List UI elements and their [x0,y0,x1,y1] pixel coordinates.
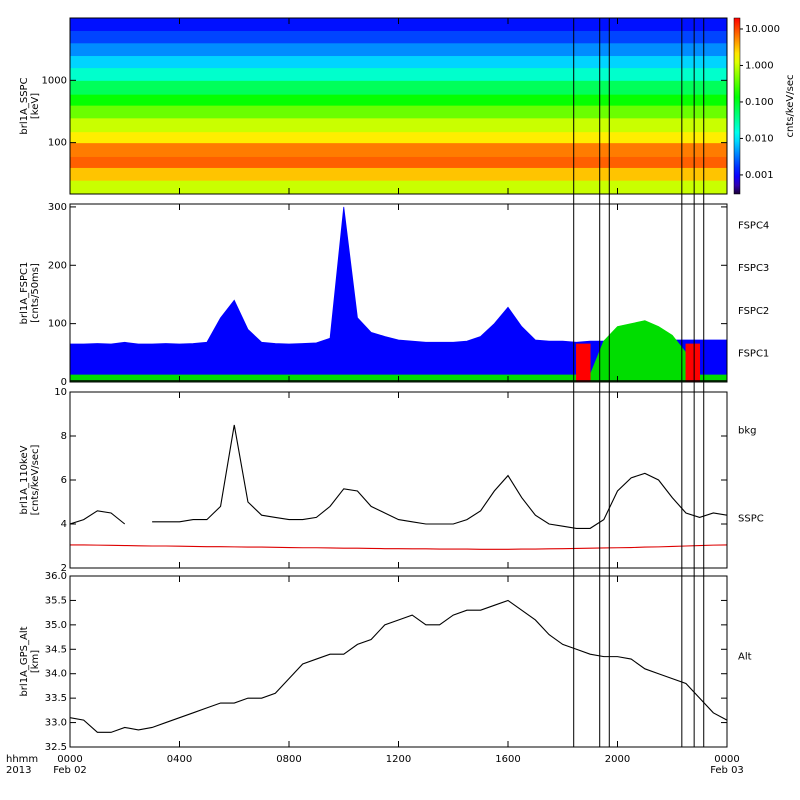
date-label: Feb 02 [53,765,87,776]
heat-cell [70,94,727,106]
y-tick-label: 33.5 [45,693,67,704]
x-tick-label: 1200 [386,754,411,765]
y-tick-label: 32.5 [45,742,67,753]
y-axis-label: [cnts/keV/sec] [30,445,41,516]
plot-area [70,18,727,194]
legend-label: bkg [738,426,757,437]
heat-cell [70,156,727,168]
y-tick-label: 10 [54,387,67,398]
colorbar-title: cnts/keV/sec [785,75,796,138]
y-axis-label: [cnts/50ms] [30,263,41,323]
colorbar-label: 0.100 [745,97,774,108]
plot-area [70,599,727,733]
y-tick-label: 2 [61,563,67,574]
x-tick-label: 0800 [276,754,301,765]
colorbar-label: 10.000 [745,24,780,35]
legend-label: SSPC [738,514,764,525]
series-line [70,599,727,733]
y-axis-label: [keV] [30,93,41,119]
heat-cell [70,80,727,95]
y-tick-label: 34.0 [45,669,67,680]
y-tick-label: 35.0 [45,620,67,631]
y-tick-label: 100 [48,138,67,149]
y-tick-label: 33.0 [45,718,67,729]
legend-label: FSPC2 [738,306,769,317]
colorbar-label: 0.010 [745,133,774,144]
y-axis-label: brl1A_110keV [19,445,30,514]
heat-cell [70,142,727,157]
y-tick-label: 35.5 [45,595,67,606]
y-tick-label: 0 [61,377,67,388]
y-tick-label: 8 [61,431,67,442]
heat-cell [70,42,727,57]
heat-cell [70,55,727,69]
legend-label: Alt [738,651,752,662]
legend-label: FSPC1 [738,349,769,360]
y-tick-label: 100 [48,319,67,330]
colorbar [733,17,741,195]
series-area [576,343,701,382]
series-line [70,424,727,529]
y-tick-label: 300 [48,202,67,213]
y-axis-label: brl1A_FSPC1 [19,262,30,325]
y-tick-label: 200 [48,260,67,271]
x-tick-label: 0400 [167,754,192,765]
y-tick-label: 34.5 [45,644,67,655]
y-tick-label: 6 [61,475,67,486]
y-axis-label: brl1A_GPS_Alt [19,626,30,696]
series-line [70,544,727,550]
x-tick-label: 0000 [714,754,739,765]
heat-cell [70,117,727,133]
plot-area [70,206,727,382]
heat-cell [70,105,727,119]
y-axis-label: brl1A_SSPC [19,77,30,134]
heat-cell [70,180,727,194]
heat-cell [70,131,727,144]
legend-label: FSPC3 [738,263,769,274]
x-header: hhmm [6,754,38,765]
legend-label: FSPC4 [738,220,769,231]
heat-cell [70,167,727,181]
y-tick-label: 1000 [42,75,67,86]
heat-cell [70,67,727,81]
heat-cell [70,30,727,44]
x-tick-label: 1600 [495,754,520,765]
y-tick-label: 4 [61,519,67,530]
series-area [70,320,727,382]
x-tick-label: 2000 [605,754,630,765]
colorbar-label: 0.001 [745,170,774,181]
x-header: 2013 [6,765,31,776]
heat-cell [70,18,727,32]
y-axis-label: [km] [30,650,41,673]
date-label: Feb 03 [710,765,744,776]
y-tick-label: 36.0 [45,571,67,582]
x-tick-label: 0000 [57,754,82,765]
colorbar-label: 1.000 [745,60,774,71]
plot-area [70,424,727,550]
